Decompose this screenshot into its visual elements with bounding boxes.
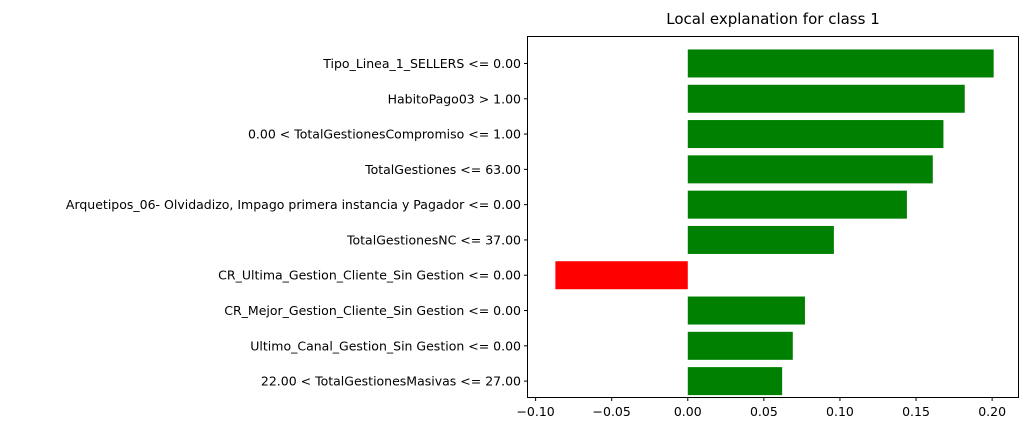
bar-3 (687, 120, 944, 149)
x-tick-label: −0.10 (516, 404, 554, 419)
x-tick-label: −0.05 (593, 404, 631, 419)
chart-title: Local explanation for class 1 (666, 10, 880, 28)
category-label: CR_Mejor_Gestion_Cliente_Sin Gestion <= … (224, 303, 521, 318)
x-tick-label: 0.20 (978, 404, 1006, 419)
bar-2 (687, 84, 965, 113)
bar-6 (687, 225, 834, 254)
x-tick-label: 0.10 (826, 404, 854, 419)
category-label: Tipo_Linea_1_SELLERS <= 0.00 (322, 56, 521, 71)
bar-9 (687, 331, 793, 360)
bar-7 (555, 261, 688, 290)
bars-group (555, 49, 994, 396)
x-tick-label: 0.00 (674, 404, 702, 419)
plot-frame (527, 36, 1019, 398)
bar-8 (687, 296, 805, 325)
category-label: CR_Ultima_Gestion_Cliente_Sin Gestion <=… (218, 268, 521, 283)
bar-10 (687, 367, 783, 396)
bar-5 (687, 190, 907, 219)
x-tick-label: 0.05 (750, 404, 778, 419)
bar-1 (687, 49, 994, 78)
category-label: TotalGestionesNC <= 37.00 (346, 232, 521, 247)
x-tick-label: 0.15 (902, 404, 930, 419)
category-label: 22.00 < TotalGestionesMasivas <= 27.00 (261, 374, 521, 389)
category-label: HabitoPago03 > 1.00 (388, 91, 521, 106)
category-label: Arquetipos_06- Olvidadizo, Impago primer… (66, 197, 521, 212)
category-label: Ultimo_Canal_Gestion_Sin Gestion <= 0.00 (250, 338, 521, 353)
bar-4 (687, 155, 933, 184)
category-label: 0.00 < TotalGestionesCompromiso <= 1.00 (248, 127, 521, 142)
category-label: TotalGestiones <= 63.00 (364, 162, 521, 177)
x-axis: −0.10 −0.05 0.00 0.05 0.10 0.15 0.20 (516, 397, 1006, 419)
category-labels-group: Tipo_Linea_1_SELLERS <= 0.00 HabitoPago03… (66, 56, 528, 389)
